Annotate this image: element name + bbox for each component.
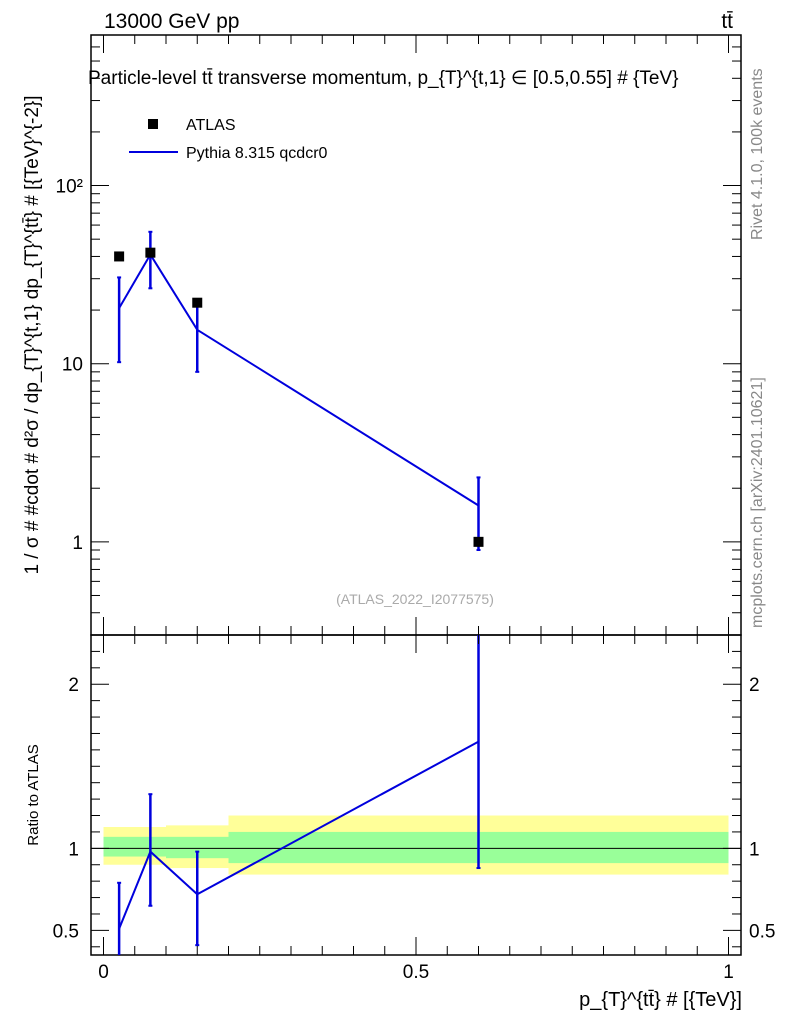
- ratio-ytick-label: 0.5: [53, 921, 79, 942]
- ratio-ytick-label-right: 2: [749, 675, 760, 696]
- ratio-mc-series: [117, 635, 481, 955]
- ratio-ylabel: Ratio to ATLAS: [25, 744, 42, 845]
- ratio-bands: [91, 815, 741, 875]
- top-ylabel: 1 / σ # #cdot # d²σ / dp_{T}^{t,1} dp_{T…: [22, 95, 43, 574]
- ratio-panel-frame: [90, 634, 742, 956]
- side-rivet-label: Rivet 4.1.0, 100k events: [749, 68, 766, 240]
- top-atlas-series: [114, 247, 484, 547]
- ratio-band-inner: [166, 836, 229, 859]
- top-axis-ticks: 1 10 10²: [56, 34, 741, 636]
- atlas-data-point: [473, 536, 484, 547]
- x-axis-label: p_{T}^{tt̄} # [{TeV}]: [579, 989, 742, 1011]
- ratio-ytick-label-right: 0.5: [749, 921, 775, 942]
- ratio-ytick-label-right: 1: [749, 839, 760, 860]
- ratio-ytick-label: 1: [68, 839, 79, 860]
- process-label: tt̄: [721, 10, 733, 33]
- ratio-mc-line: [118, 740, 479, 930]
- top-mc-series: [117, 230, 481, 552]
- top-ytick-label: 10: [62, 355, 83, 376]
- side-mcplots-label: mcplots.cern.ch [arXiv:2401.10621]: [749, 377, 766, 628]
- x-tick-label: 1: [723, 962, 734, 983]
- top-ytick-label: 10²: [56, 177, 83, 198]
- legend-atlas-marker: [148, 119, 158, 129]
- atlas-data-point: [192, 297, 203, 308]
- ratio-band-inner: [103, 836, 166, 857]
- x-axis-ticks: 0 0.5 1: [98, 35, 734, 983]
- x-tick-label: 0: [98, 962, 109, 983]
- x-tick-label: 0.5: [403, 962, 429, 983]
- ratio-axis-ticks: 0.5 0.5 1 1 2 2: [53, 650, 775, 948]
- legend-atlas-label: ATLAS: [186, 117, 236, 134]
- plot-title: Particle-level tt̄ transverse momentum, …: [88, 68, 679, 89]
- energy-label: 13000 GeV pp: [104, 10, 239, 33]
- atlas-data-point: [145, 247, 156, 258]
- ratio-ytick-label: 2: [68, 675, 79, 696]
- top-mc-line: [118, 252, 480, 507]
- atlas-data-point: [114, 251, 125, 262]
- top-ytick-label: 1: [72, 533, 83, 554]
- watermark: (ATLAS_2022_I2077575): [336, 591, 494, 607]
- legend-mc-label: Pythia 8.315 qcdcr0: [186, 145, 328, 162]
